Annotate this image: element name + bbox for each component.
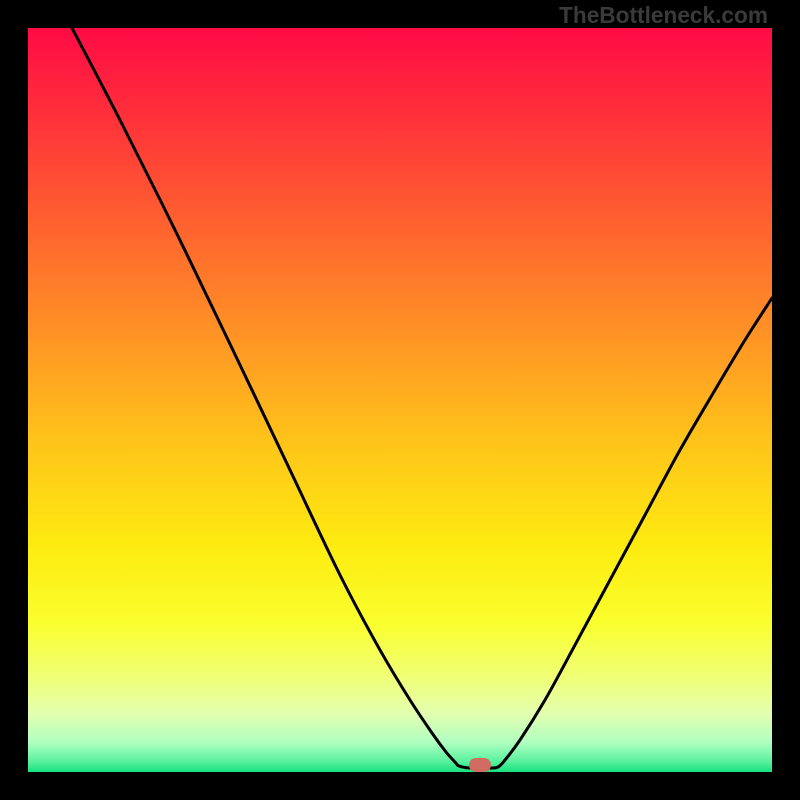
bottleneck-curve-path [72, 28, 772, 768]
optimal-point-marker [469, 758, 491, 772]
watermark-label: TheBottleneck.com [559, 2, 768, 29]
bottleneck-curve [0, 0, 800, 800]
plot-area [28, 28, 772, 772]
chart-container: TheBottleneck.com [0, 0, 800, 800]
